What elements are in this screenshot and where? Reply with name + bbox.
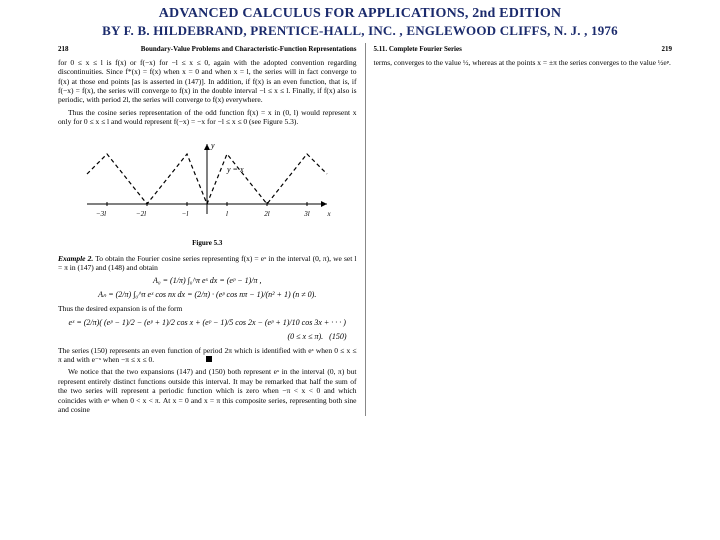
page-number-left: 218 — [58, 45, 69, 54]
example-2-text: To obtain the Fourier cosine series repr… — [58, 254, 357, 272]
figure-caption: Figure 5.3 — [77, 239, 337, 248]
equation-An: Aₙ = (2/π) ∫₀^π eˣ cos nx dx = (2/π) · (… — [58, 290, 357, 300]
svg-text:−2l: −2l — [136, 210, 146, 218]
page-header-left: 218 Boundary-Value Problems and Characte… — [58, 45, 357, 54]
thus-text: Thus the desired expansion is of the for… — [58, 304, 357, 313]
figure-svg: y y = x −3l −2l −l l 2l — [77, 134, 337, 234]
eq150-tag: (150) — [329, 332, 346, 341]
book-spread: 218 Boundary-Value Problems and Characte… — [0, 43, 720, 416]
svg-text:−3l: −3l — [96, 210, 106, 218]
page-header-right: 5.11. Complete Fourier Series 219 — [374, 45, 673, 54]
title-block: ADVANCED CALCULUS FOR APPLICATIONS, 2nd … — [0, 0, 720, 43]
figure-5-3: y y = x −3l −2l −l l 2l — [77, 134, 337, 247]
equation-150: eˣ = (2/π)( (eᵖ − 1)/2 − (eᵖ + 1)/2 cos … — [58, 318, 357, 328]
equation-150-range: (0 ≤ x ≤ π). (150) — [58, 332, 357, 342]
svg-text:2l: 2l — [265, 210, 271, 218]
svg-text:−l: −l — [182, 210, 189, 218]
title-line2: BY F. B. HILDEBRAND, PRENTICE-HALL, INC.… — [20, 23, 700, 39]
page-left: 218 Boundary-Value Problems and Characte… — [50, 43, 366, 416]
para-4: We notice that the two expansions (147) … — [58, 367, 357, 414]
para-3: The series (150) represents an even func… — [58, 346, 357, 365]
page-number-right: 219 — [662, 45, 673, 54]
title-line1: ADVANCED CALCULUS FOR APPLICATIONS, 2nd … — [20, 6, 700, 22]
svg-text:l: l — [226, 210, 228, 218]
eq150-range-text: (0 ≤ x ≤ π). — [288, 332, 324, 341]
para-2: Thus the cosine series representation of… — [58, 108, 357, 127]
equation-150-body: eˣ = (2/π)( (eᵖ − 1)/2 − (eᵖ + 1)/2 cos … — [69, 318, 346, 327]
example-2-label: Example 2. — [58, 254, 93, 263]
equation-A0: A₀ = (1/π) ∫₀^π eˣ dx = (eᵖ − 1)/π , — [58, 276, 357, 286]
para-right-1: terms, converges to the value ½, whereas… — [374, 58, 673, 67]
qed-square-icon — [206, 356, 212, 362]
svg-text:3l: 3l — [304, 210, 311, 218]
para-1: for 0 ≤ x ≤ l is f(x) or f(−x) for −l ≤ … — [58, 58, 357, 105]
curve-label: y = x — [226, 165, 244, 174]
example-2: Example 2. To obtain the Fourier cosine … — [58, 254, 357, 273]
axis-y-label: y — [210, 141, 215, 150]
svg-text:x: x — [327, 210, 332, 218]
section-title-right: 5.11. Complete Fourier Series — [374, 45, 462, 54]
chapter-title-left: Boundary-Value Problems and Characterist… — [141, 45, 357, 54]
page-right: 5.11. Complete Fourier Series 219 terms,… — [366, 43, 681, 416]
